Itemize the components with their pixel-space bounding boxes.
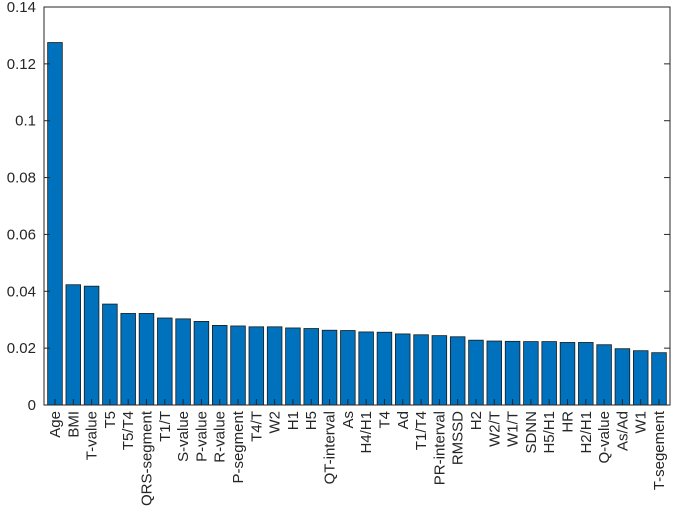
y-axis-ticks: 0 0.02 0.04 0.06 0.08 0.1 0.12 0.14: [7, 0, 670, 414]
x-tick-label: Ad: [395, 411, 412, 429]
bar-qt-interval: [321, 329, 338, 406]
y-tick-label: 0.14: [7, 0, 36, 16]
bar-r-value: [211, 324, 228, 406]
plot-frame: [43, 6, 671, 406]
x-tick-label: As: [340, 411, 357, 429]
bars-group: [47, 42, 667, 406]
x-tick-label: QRS-segment: [139, 410, 156, 506]
x-tick-label: T5/T4: [120, 411, 137, 450]
y-tick-label: 0.1: [15, 113, 36, 130]
x-tick-label: Q-value: [596, 411, 613, 464]
x-tick-label: S-value: [175, 411, 192, 462]
bar-as: [340, 330, 356, 406]
x-tick-label: H2/H1: [578, 411, 595, 454]
bar-s-value: [175, 318, 191, 406]
bar-t1-t4: [413, 334, 429, 406]
x-tick-label: T5: [102, 411, 119, 429]
bar-h5: [303, 328, 319, 406]
x-tick-label: T1/T4: [413, 411, 430, 450]
bar-w1-t: [504, 340, 521, 406]
x-tick-label: T1/T: [157, 411, 174, 442]
x-tick-label: T-value: [84, 411, 101, 460]
x-tick-label: H5: [303, 411, 320, 430]
y-tick-label: 0.08: [7, 170, 36, 187]
bar-t4: [376, 331, 393, 406]
x-tick-label: As/Ad: [614, 411, 631, 451]
bar-rmssd: [449, 336, 466, 406]
bar-pr-interval: [431, 335, 448, 406]
x-tick-label: SDNN: [523, 411, 540, 454]
y-tick-label: 0.02: [7, 340, 36, 357]
x-tick-label: HR: [559, 411, 576, 433]
x-tick-label: T-segement: [651, 410, 668, 490]
x-tick-label: T4/T: [248, 411, 265, 442]
bar-t-value: [83, 285, 100, 406]
bar-t5: [102, 303, 118, 406]
bar-p-value: [193, 321, 210, 406]
x-tick-label: P-value: [193, 411, 210, 462]
y-tick-label: 0.12: [7, 56, 36, 73]
bar-q-value: [596, 344, 612, 406]
x-tick-label: H5/H1: [541, 411, 558, 454]
bar-h1: [285, 327, 301, 406]
bar-bmi: [65, 284, 82, 406]
x-tick-label: W2: [267, 411, 284, 434]
bar-h2-h1: [578, 342, 594, 406]
x-tick-label: H2: [468, 411, 485, 430]
x-tick-label: W2/T: [486, 411, 503, 447]
x-tick-label: Age: [47, 411, 64, 438]
x-tick-label: PR-interval: [431, 411, 448, 485]
bar-as-ad: [614, 348, 631, 406]
bar-w1: [632, 350, 649, 406]
x-tick-label: W1/T: [505, 411, 522, 447]
x-tick-label: T4: [376, 411, 393, 429]
x-tick-label: R-value: [212, 411, 229, 463]
bar-h2: [468, 339, 484, 406]
bar-h5-h1: [541, 341, 557, 406]
bar-h4-h1: [358, 331, 374, 406]
bar-t5-t4: [120, 313, 136, 406]
x-tick-label: W1: [633, 411, 650, 434]
bar-age: [47, 42, 63, 406]
bar-p-segment: [230, 325, 246, 406]
x-axis-tick-labels: Age BMI T-value T5 T5/T4 QRS-segment T1/T S-val…: [47, 399, 668, 506]
y-tick-label: 0.06: [7, 226, 36, 243]
bar-sdnn: [523, 341, 539, 406]
bar-t-segement: [651, 352, 667, 406]
bar-t1-t: [157, 317, 173, 406]
x-tick-label: QT-interval: [322, 411, 339, 484]
x-tick-label: H4/H1: [358, 411, 375, 454]
bar-w2-t: [486, 340, 503, 406]
x-tick-label: P-segment: [230, 410, 247, 483]
bar-ad: [395, 333, 411, 406]
y-tick-label: 0: [28, 397, 36, 414]
x-tick-label: H1: [285, 411, 302, 430]
bar-w2: [266, 326, 283, 406]
bar-hr: [559, 342, 576, 406]
y-tick-label: 0.04: [7, 283, 36, 300]
x-tick-label: RMSSD: [450, 411, 467, 465]
x-tick-label: BMI: [65, 411, 82, 438]
bar-t4-t: [248, 326, 265, 406]
bar-qrs-segment: [138, 313, 155, 406]
